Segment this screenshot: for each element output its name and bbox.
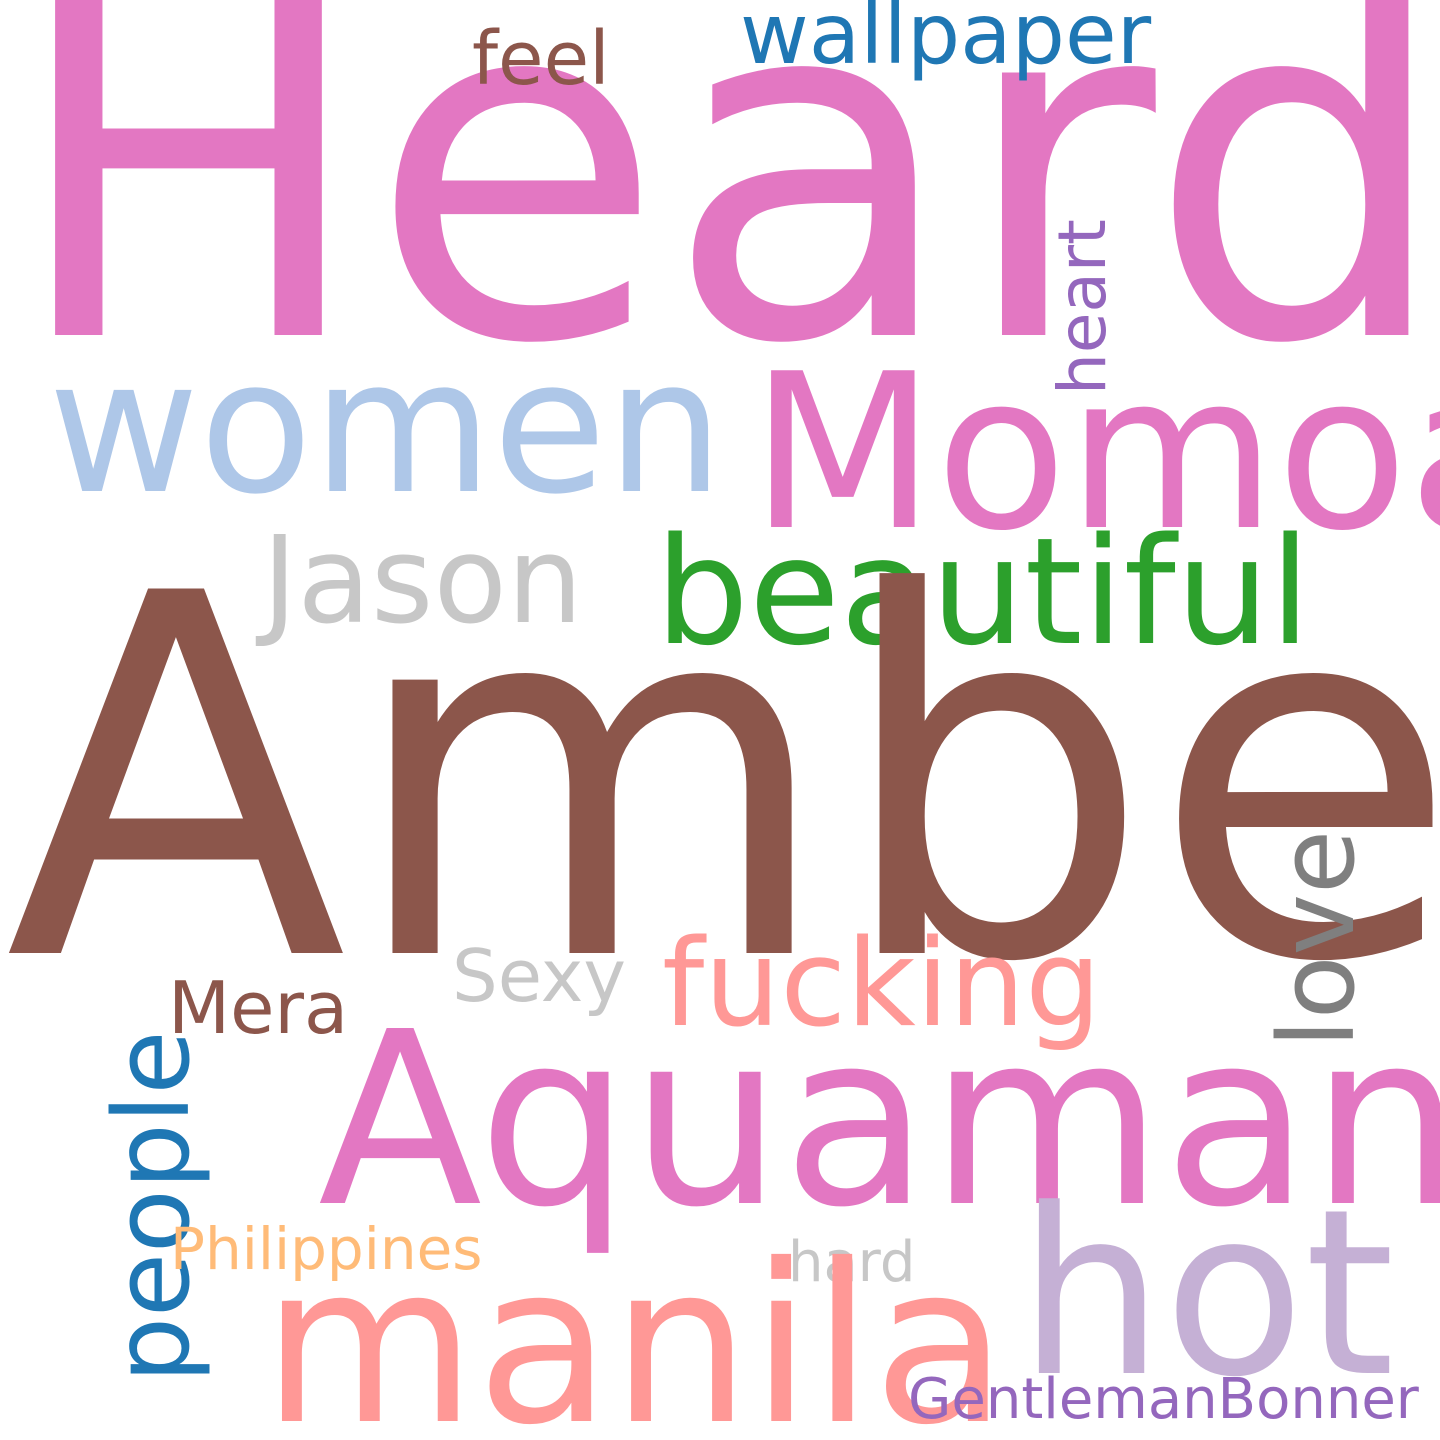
word-women: women — [48, 319, 724, 535]
word-momoa: Momoa — [750, 327, 1440, 578]
word-wallpaper: wallpaper — [740, 0, 1152, 83]
word-heart: heart — [1044, 219, 1121, 395]
word-hot: hot — [1018, 1161, 1395, 1428]
word-aquaman: Aquaman — [318, 980, 1440, 1260]
word-heard: Heard — [8, 0, 1440, 449]
word-fucking: fucking — [662, 915, 1102, 1054]
word-manila: manila — [262, 1217, 1008, 1440]
word-gentlemanbonner: GentlemanBonner — [908, 1367, 1419, 1432]
word-mera: Mera — [168, 966, 349, 1050]
word-amber: Amber — [5, 489, 1440, 1071]
word-people: people — [91, 1030, 213, 1383]
word-jason: Jason — [262, 512, 583, 651]
word-beautiful: beautiful — [655, 506, 1311, 678]
word-sexy: Sexy — [452, 934, 626, 1018]
word-hard: hard — [788, 1230, 916, 1295]
word-feel: feel — [472, 16, 610, 102]
word-philippines: Philippines — [170, 1215, 483, 1283]
